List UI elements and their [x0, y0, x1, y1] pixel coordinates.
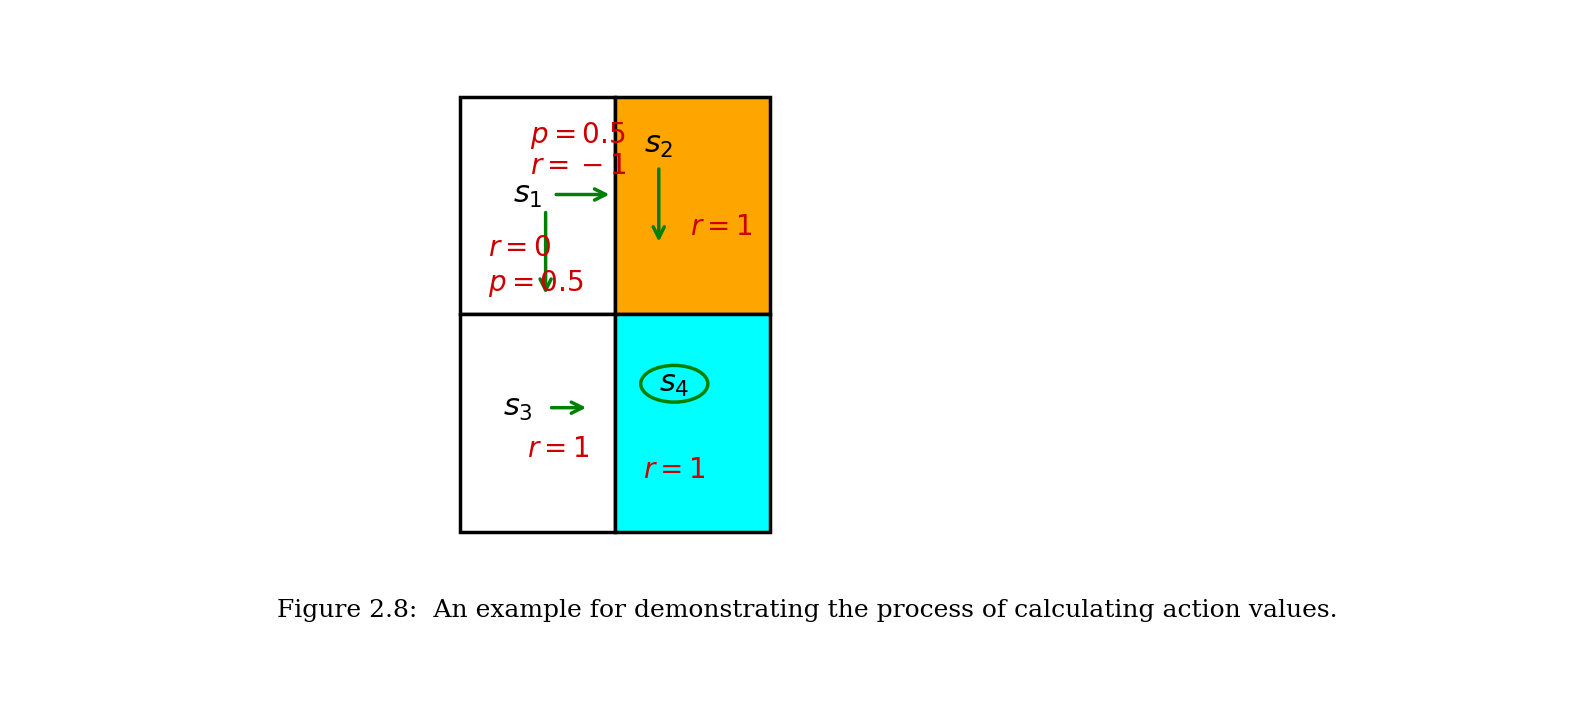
Text: $r = 1$: $r = 1$	[526, 435, 589, 462]
Bar	[616, 96, 770, 314]
Text: $s_3$: $s_3$	[504, 392, 534, 423]
Text: $p = 0.5$: $p = 0.5$	[488, 268, 584, 299]
Text: $r = 1$: $r = 1$	[643, 457, 706, 484]
Bar	[616, 314, 770, 532]
Text: Figure 2.8:  An example for demonstrating the process of calculating action valu: Figure 2.8: An example for demonstrating…	[277, 598, 1337, 622]
Text: $r = 0$: $r = 0$	[488, 235, 551, 262]
Text: $r = -1$: $r = -1$	[529, 152, 627, 180]
Bar	[460, 314, 616, 532]
Bar	[460, 96, 616, 314]
Text: $r = 1$: $r = 1$	[690, 213, 753, 240]
Text: $p = 0.5$: $p = 0.5$	[531, 121, 625, 151]
Text: $s_1$: $s_1$	[513, 179, 542, 210]
Text: $s_4$: $s_4$	[658, 368, 690, 399]
Text: $s_2$: $s_2$	[644, 129, 674, 160]
